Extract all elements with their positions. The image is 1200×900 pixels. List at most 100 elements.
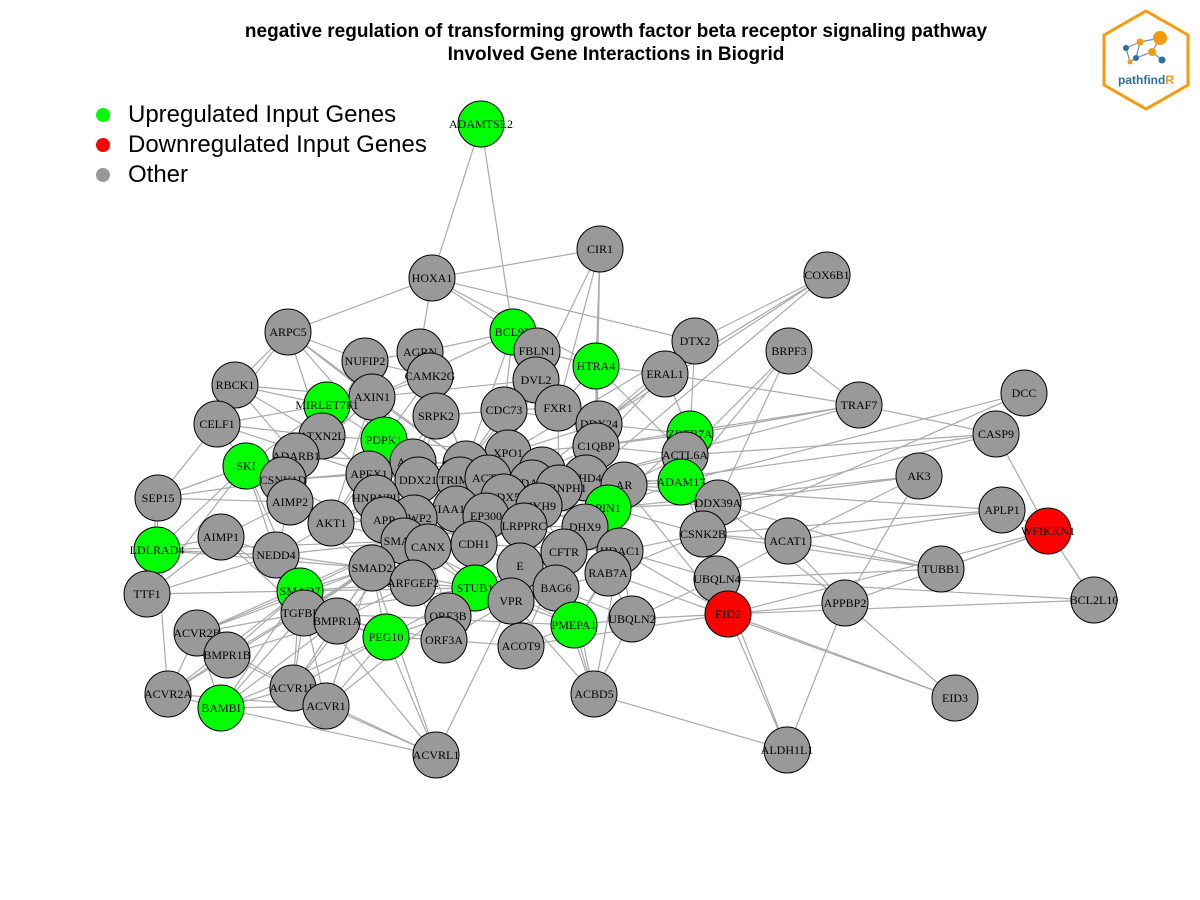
edge-CASP9-ACTL6A [684,433,997,456]
node-label-SEP15: SEP15 [142,491,175,505]
node-EID3: EID3 [931,674,979,722]
node-label-NUFIP2: NUFIP2 [345,354,386,368]
node-TTF1: TTF1 [123,570,171,618]
edge-HOXA1-CIR1 [431,248,601,279]
node-circle-ADAMTSL2 [457,100,505,148]
node-label-ADAM17: ADAM17 [657,475,706,489]
node-label-TRAF7: TRAF7 [841,398,878,412]
node-label-ACTL6A: ACTL6A [662,448,708,462]
edge-DCC-ADAM17 [680,392,1025,483]
node-label-BMPR1B: BMPR1B [203,648,250,662]
node-LRPPRC: LRPPRC [500,502,548,550]
node-APLP1: APLP1 [978,486,1026,534]
node-ARFGEF2: ARFGEF2 [387,559,439,607]
legend-label-other: Other [128,161,189,188]
node-label-LRPPRC: LRPPRC [502,519,547,533]
node-circle-BRPF3 [765,327,813,375]
node-label-BRPF3: BRPF3 [771,344,806,358]
edge-ACVRL1-SMAD2 [371,567,437,756]
node-SMAD2: SMAD2 [348,544,396,592]
node-circle-ACVR2A [144,670,192,718]
node-circle-VPR [487,577,535,625]
node-UBQLN2: UBQLN2 [608,595,656,643]
node-circle-HTRA4 [572,342,620,390]
edge-DVL2-AXIN1 [371,379,537,398]
node-circle-ACVRL1 [412,731,460,779]
node-label-ERAL1: ERAL1 [646,367,683,381]
node-label-BCL2L10: BCL2L10 [1070,593,1119,607]
node-circle-AIMP2 [266,478,314,526]
node-AIMP1: AIMP1 [197,513,245,561]
node-label-RAB7A: RAB7A [588,566,628,580]
edge-APPBP2-ALDH1L1 [786,602,846,751]
node-label-DVL2: DVL2 [521,373,552,387]
node-label-CAMK2G: CAMK2G [405,369,456,383]
edge-TUBB1-UBQLN4 [716,568,942,580]
node-EID2: EID2 [704,590,752,638]
node-circle-CASP9 [972,410,1020,458]
edge-ADAMTSL2-HOXA1 [431,123,482,279]
node-label-CDH1: CDH1 [458,537,489,551]
node-label-HOXA1: HOXA1 [412,271,453,285]
edge-BCL2L10-EID2 [727,599,1095,615]
node-circle-CIR1 [576,225,624,273]
node-circle-SEP15 [134,474,182,522]
node-circle-COX6B1 [803,251,851,299]
node-AKT1: AKT1 [307,499,355,547]
node-label-UBQLN2: UBQLN2 [608,612,655,626]
node-label-BAMBI: BAMBI [201,701,240,715]
node-label-APPBP2: APPBP2 [824,596,867,610]
node-NEDD4: NEDD4 [252,531,300,579]
node-ERAL1: ERAL1 [641,350,689,398]
node-ALDH1L1: ALDH1L1 [761,726,814,774]
edge-APLP1-ACAT1 [787,509,1003,542]
node-ARPC5: ARPC5 [264,308,312,356]
node-FXR1: FXR1 [534,384,582,432]
node-label-AIMP2: AIMP2 [272,495,308,509]
edge-HOXA1-DTX2 [431,277,696,342]
edge-ACVRL1-VPR [435,600,512,756]
node-CASP9: CASP9 [972,410,1020,458]
logo-text-accent: R [1165,73,1174,87]
node-VPR: VPR [487,577,535,625]
node-circle-DTX2 [671,317,719,365]
edge-AK3-PIN1 [607,475,920,509]
node-NUFIP2: NUFIP2 [341,337,389,385]
node-label-AIMP1: AIMP1 [203,530,239,544]
node-HTRA4: HTRA4 [572,342,620,390]
title-line-2: Involved Gene Interactions in Biogrid [447,44,785,65]
node-ACVR1: ACVR1 [302,682,350,730]
node-circle-SRPK2 [412,392,460,440]
legend-label-upregulated: Upregulated Input Genes [128,101,397,128]
node-label-PMEPA1: PMEPA1 [552,618,597,632]
node-DCC: DCC [1000,369,1048,417]
node-label-ALDH1L1: ALDH1L1 [761,743,814,757]
edge-BCL2L10-UBQLN4 [716,578,1095,601]
node-SKI: SKI [222,442,270,490]
node-label-EID2: EID2 [715,607,741,621]
node-BAMBI: BAMBI [197,684,245,732]
node-label-LDLRAD4: LDLRAD4 [130,543,185,557]
node-CFTR: CFTR [540,528,588,576]
node-label-BMPR1A: BMPR1A [313,614,361,628]
edge-DCC-CSNK2B [702,392,1025,535]
node-label-CELF1: CELF1 [199,417,234,431]
node-label-DDX39A: DDX39A [695,496,742,510]
node-circle-TTF1 [123,570,171,618]
node-label-ACBD5: ACBD5 [574,687,613,701]
node-circle-TUBB1 [917,545,965,593]
node-circle-EID3 [931,674,979,722]
node-ADAM17: ADAM17 [657,458,706,506]
node-BAG6: BAG6 [532,564,580,612]
node-circle-UBQLN2 [608,595,656,643]
node-CDC73: CDC73 [480,386,528,434]
edge-AK3-APPBP2 [844,475,920,604]
node-circle-BMPR1B [203,631,251,679]
node-label-ARPC5: ARPC5 [269,325,306,339]
node-label-COX6B1: COX6B1 [804,268,849,282]
node-circle-DCC [1000,369,1048,417]
node-label-ACVR2A: ACVR2A [144,687,192,701]
node-circle-BAMBI [197,684,245,732]
logo-hexagon [1102,9,1190,111]
node-ACAT1: ACAT1 [764,517,812,565]
